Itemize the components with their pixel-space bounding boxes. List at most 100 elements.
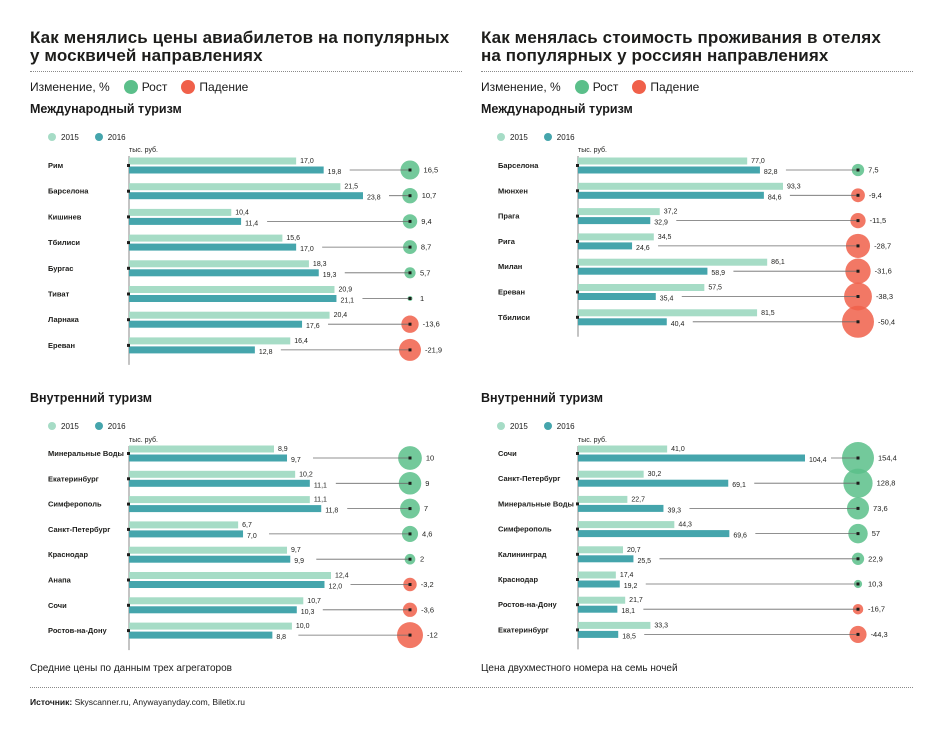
right-footnote: Цена двухместного номера на семь ночей	[481, 663, 678, 674]
value-label-2015: 44,3	[678, 522, 692, 529]
bubble-center-marker	[856, 506, 860, 510]
value-label-2016: 18,5	[622, 633, 636, 640]
value-label-2015: 11,1	[314, 497, 327, 504]
bubble-center-marker	[856, 295, 860, 298]
category-label: Краснодар	[498, 575, 538, 584]
category-label: Екатеринбург	[498, 625, 549, 634]
bubble-center-marker	[856, 582, 860, 586]
year-2015-label: 2015	[510, 421, 528, 431]
change-label: 9,4	[421, 217, 431, 226]
source-label: Источник:	[30, 697, 73, 707]
decline-dot-icon	[181, 80, 196, 94]
bubble-center-marker	[856, 244, 860, 248]
change-label: 10	[426, 454, 434, 463]
value-label-2016: 12,0	[328, 584, 342, 591]
bar-2016	[578, 580, 620, 588]
value-label-2016: 40,4	[671, 321, 685, 328]
value-label-2015: 30,2	[648, 471, 662, 478]
value-label-2015: 41,0	[671, 446, 685, 453]
category-label: Кишинев	[48, 212, 82, 221]
change-label: 7	[424, 504, 428, 513]
bar-2015	[129, 337, 291, 345]
bar-2016	[129, 295, 337, 302]
year-2015-dot-icon	[497, 133, 505, 141]
bar-2016	[129, 269, 319, 277]
category-label: Барселона	[498, 161, 539, 170]
bar-row: Калининград 20,7 25,5 22,9	[498, 546, 883, 565]
change-label: -28,7	[874, 241, 891, 250]
value-label-2015: 20,7	[627, 547, 641, 554]
axis-marker	[127, 452, 130, 455]
change-label: -44,3	[871, 630, 888, 639]
year-2015-dot-icon	[497, 422, 505, 430]
bar-row: Анапа 12,4 12,0 -3,2	[48, 572, 434, 591]
category-label: Ростов-на-Дону	[48, 626, 107, 635]
category-label: Ларнака	[48, 315, 80, 324]
source-text: Skyscanner.ru, Anywayanyday.com, Biletix…	[72, 697, 246, 707]
bar-2016	[578, 293, 656, 300]
bar-2015	[578, 571, 616, 579]
value-label-2015: 17,4	[620, 572, 634, 579]
year-2016-label: 2016	[556, 132, 575, 142]
change-label: 8,7	[421, 243, 431, 252]
bar-2016	[129, 631, 273, 639]
bar-row: Санкт-Петербург 6,7 7,0 4,6	[48, 521, 432, 540]
category-label: Сочи	[48, 601, 67, 610]
year-2015-dot-icon	[48, 422, 56, 430]
unit-label: тыс. руб.	[129, 436, 158, 444]
unit-label: тыс. руб.	[578, 436, 607, 444]
bar-row: Ростов-на-Дону 10,0 8,8 -12	[48, 622, 438, 641]
bubble-center-marker	[408, 633, 412, 637]
bar-2016	[578, 630, 619, 638]
year-legend: 2015 2016	[497, 421, 575, 431]
year-2016-dot-icon	[94, 133, 103, 141]
value-label-2016: 17,0	[300, 246, 314, 253]
change-label: -13,6	[423, 320, 440, 329]
axis-marker	[127, 215, 130, 219]
axis-marker	[576, 189, 579, 193]
bar-2016	[129, 555, 291, 563]
axis-marker	[127, 603, 130, 607]
change-label: 9	[425, 479, 429, 488]
value-label-2016: 69,1	[732, 482, 746, 489]
change-label: -50,4	[878, 317, 895, 326]
category-label: Симферополь	[498, 525, 552, 534]
growth-dot-icon	[574, 80, 589, 94]
value-label-2015: 22,7	[631, 496, 645, 503]
change-bubbles	[399, 160, 421, 361]
value-label-2016: 10,3	[301, 609, 315, 616]
value-label-2016: 11,1	[314, 482, 327, 489]
bubble-center-marker	[856, 557, 860, 561]
category-label: Бургас	[48, 264, 73, 273]
bar-row: Екатеринбург 33,3 18,5 -44,3	[498, 621, 888, 640]
category-label: Милан	[498, 262, 522, 271]
change-label: 73,6	[873, 504, 888, 513]
bubble-center-marker	[856, 219, 860, 223]
axis-marker	[576, 452, 579, 455]
value-label-2015: 6,7	[242, 522, 252, 529]
value-label-2016: 84,6	[768, 194, 782, 201]
value-label-2015: 37,2	[664, 209, 678, 216]
bar-row: Рим 17,0 19,8 16,5	[48, 157, 438, 176]
axis-marker	[127, 477, 130, 481]
category-label: Анапа	[48, 576, 72, 585]
bar-2015	[129, 597, 304, 605]
bar-row: Сочи 41,0 104,4 154,4	[498, 445, 897, 464]
unit-label: тыс. руб.	[578, 146, 607, 154]
value-label-2015: 20,9	[338, 287, 352, 294]
decline-legend-label: Падение	[650, 80, 700, 94]
category-label: Симферополь	[48, 500, 102, 509]
bar-2015	[578, 157, 748, 165]
bar-2015	[578, 309, 758, 317]
category-label: Санкт-Петербург	[48, 525, 110, 534]
left-title-line1: Как менялись цены авиабилетов на популяр…	[30, 28, 450, 47]
value-label-2016: 21,1	[340, 298, 354, 305]
bar-2016	[578, 504, 664, 512]
change-label: -3,6	[421, 605, 434, 614]
category-label: Екатеринбург	[48, 474, 99, 483]
value-label-2015: 34,5	[658, 234, 672, 241]
bar-2016	[129, 243, 297, 251]
bar-2016	[578, 605, 618, 613]
axis-marker	[127, 553, 130, 557]
bar-row: Тбилиси 15,617,0 8,7	[48, 234, 431, 253]
